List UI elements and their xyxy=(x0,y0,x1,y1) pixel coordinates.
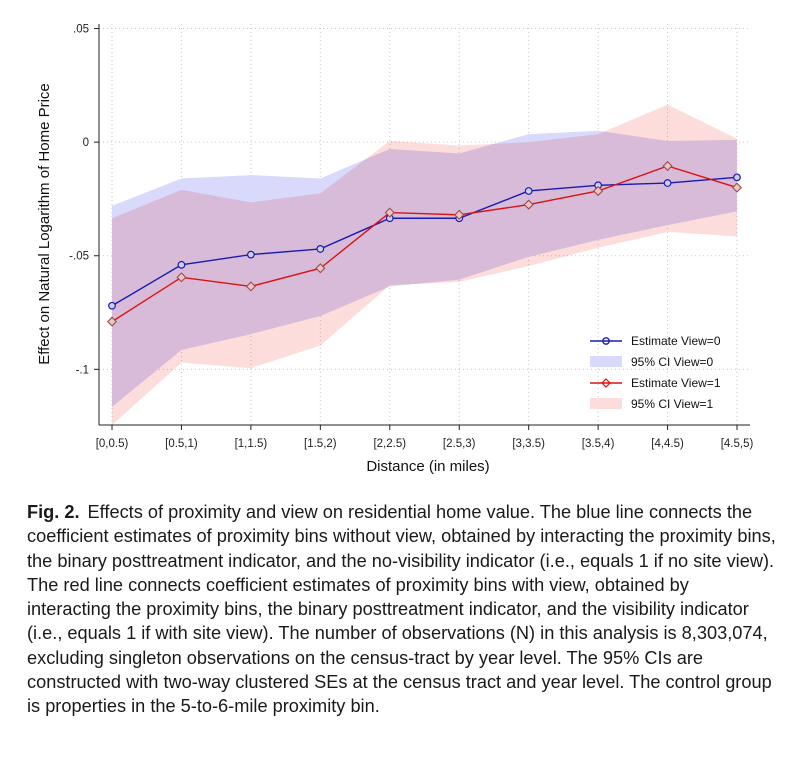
legend-swatch-ci-view1 xyxy=(590,398,622,409)
caption-text: Effects of proximity and view on residen… xyxy=(27,502,776,717)
x-tick-label: [0.5,1) xyxy=(165,438,198,450)
point-view1 xyxy=(106,316,118,327)
point-view0 xyxy=(733,173,741,182)
x-tick-label: [4.5,5) xyxy=(721,438,754,450)
figure-caption: Fig. 2. Effects of proximity and view on … xyxy=(27,500,777,719)
axes xyxy=(98,24,750,426)
point-view1 xyxy=(454,209,465,220)
point-view1 xyxy=(384,207,395,218)
figure-label: Fig. 2. xyxy=(27,502,80,522)
point-view0 xyxy=(246,250,255,259)
x-tick-label: [3.5,4) xyxy=(582,438,615,450)
legend-marker-view1 xyxy=(601,378,611,388)
confidence-bands xyxy=(112,104,737,425)
y-axis-ticks: .05 0 -.05 -.1 xyxy=(69,24,99,376)
x-tick-label: [3,3.5) xyxy=(512,438,545,450)
point-view0 xyxy=(316,245,325,253)
series-line-view1 xyxy=(111,165,738,323)
y-axis-title: Effect on Natural Logarithm of Home Pric… xyxy=(36,83,53,365)
chart: .05 0 -.05 -.1 [0,0.5) [0.5,1) [1,1.5) [1.5,2)… xyxy=(36,24,754,475)
legend: Estimate View=0 95% CI View=0 Estimate V… xyxy=(590,334,721,411)
series-line-view0 xyxy=(111,176,738,307)
series-lines xyxy=(111,165,738,323)
legend-label-ci-view0: 95% CI View=0 xyxy=(631,355,713,369)
x-tick-label: [2.5,3) xyxy=(443,438,476,450)
legend-label-estimate-view0: Estimate View=0 xyxy=(631,334,721,348)
x-axis-title: Distance (in miles) xyxy=(366,458,489,475)
y-tick-label: .05 xyxy=(73,24,89,36)
legend-label-estimate-view1: Estimate View=1 xyxy=(631,376,721,390)
x-tick-label: [4,4.5) xyxy=(651,438,684,450)
point-view1 xyxy=(662,160,673,172)
y-tick-label: -.05 xyxy=(69,251,89,263)
point-view1 xyxy=(176,272,187,283)
point-view0 xyxy=(524,187,533,195)
point-view1 xyxy=(315,263,326,274)
point-view0 xyxy=(663,179,672,187)
y-tick-label: -.1 xyxy=(76,364,89,376)
point-view0 xyxy=(177,260,186,269)
point-view0 xyxy=(108,301,116,310)
x-axis-ticks: [0,0.5) [0.5,1) [1,1.5) [1.5,2) [2,2.5) [2.5,… xyxy=(96,425,754,450)
x-tick-label: [1.5,2) xyxy=(304,438,337,450)
x-tick-label: [2,2.5) xyxy=(373,438,406,450)
point-view1 xyxy=(523,199,534,210)
point-view1 xyxy=(731,182,743,193)
series-markers xyxy=(106,160,743,327)
legend-label-ci-view1: 95% CI View=1 xyxy=(631,397,713,411)
x-tick-label: [0,0.5) xyxy=(96,438,129,450)
legend-swatch-ci-view0 xyxy=(590,356,622,367)
legend-marker-view0 xyxy=(602,337,610,345)
ci-band-view1 xyxy=(112,104,737,425)
point-view1 xyxy=(245,281,256,292)
y-tick-label: 0 xyxy=(83,137,89,149)
point-view1 xyxy=(593,185,604,197)
x-tick-label: [1,1.5) xyxy=(235,438,268,450)
